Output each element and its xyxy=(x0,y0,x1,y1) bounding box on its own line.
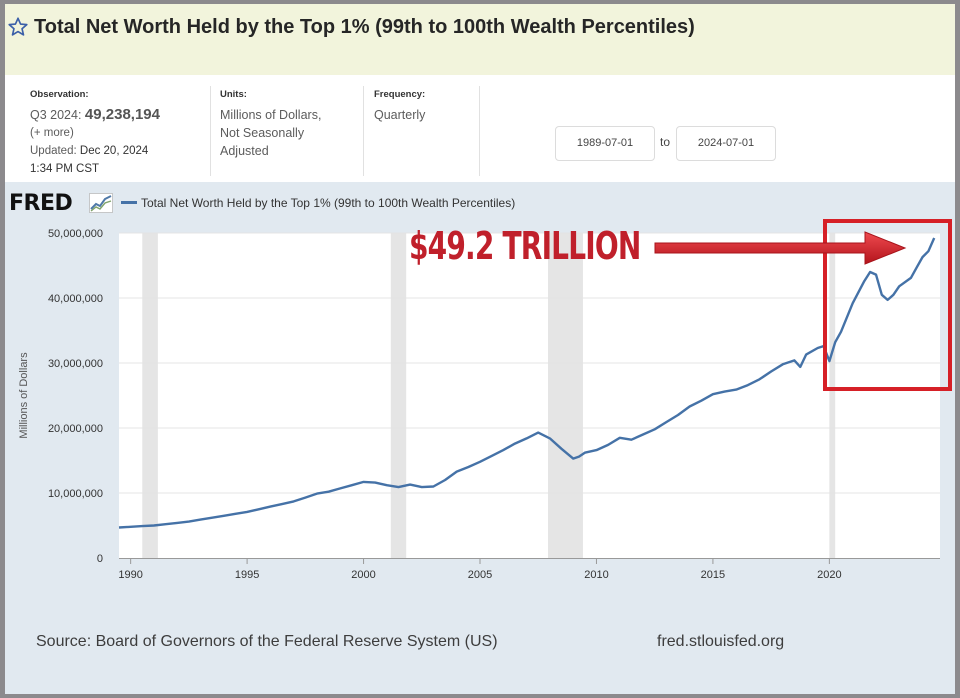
x-tick-label: 1990 xyxy=(118,569,142,581)
chart-legend[interactable]: Total Net Worth Held by the Top 1% (99th… xyxy=(121,196,515,210)
x-tick-label: 2015 xyxy=(701,569,725,581)
units-block: Units: Millions of Dollars, Not Seasonal… xyxy=(220,86,321,160)
recession-band xyxy=(548,233,583,558)
more-link[interactable]: (+ more) xyxy=(30,127,74,139)
recession-band xyxy=(829,233,836,558)
annotation-text: $49.2 TRILLION xyxy=(409,224,641,268)
divider xyxy=(479,86,480,176)
x-tick-label: 2000 xyxy=(351,569,375,581)
updated-label: Updated: xyxy=(30,145,77,157)
title-bar: Total Net Worth Held by the Top 1% (99th… xyxy=(5,4,955,75)
y-tick-label: 30,000,000 xyxy=(48,358,103,370)
start-date-input[interactable]: 1989-07-01 xyxy=(555,126,655,161)
end-date-input[interactable]: 2024-07-01 xyxy=(676,126,776,161)
observation-label: Observation: xyxy=(30,89,89,100)
y-tick-label: 20,000,000 xyxy=(48,423,103,435)
frequency-block: Frequency: Quarterly xyxy=(374,86,425,124)
recession-band xyxy=(390,233,407,558)
observation-block: Observation: Q3 2024: 49,238,194 (+ more… xyxy=(30,86,160,178)
y-tick-label: 50,000,000 xyxy=(48,228,103,240)
date-range-to-label: to xyxy=(660,135,671,149)
y-tick-label: 40,000,000 xyxy=(48,293,103,305)
updated-date: Dec 20, 2024 xyxy=(79,145,149,157)
units-label: Units: xyxy=(220,89,247,100)
y-tick-label: 0 xyxy=(97,553,103,565)
frequency-value: Quarterly xyxy=(374,108,426,122)
series-line xyxy=(118,237,936,529)
source-note: Source: Board of Governors of the Federa… xyxy=(36,633,498,650)
legend-label: Total Net Worth Held by the Top 1% (99th… xyxy=(141,196,516,210)
source-url[interactable]: fred.stlouisfed.org xyxy=(657,633,785,650)
x-tick-label: 2005 xyxy=(468,569,492,581)
units-line-2: Not Seasonally xyxy=(220,126,305,140)
y-axis-label: Millions of Dollars xyxy=(18,352,30,439)
divider xyxy=(210,86,211,176)
divider xyxy=(363,86,364,176)
fred-chart-icon xyxy=(89,193,113,213)
frequency-label: Frequency: xyxy=(374,89,426,100)
line-chart: 0 10,000,000 20,000,000 30,000,000 40,000,00… xyxy=(18,219,952,581)
x-tick-label: 2010 xyxy=(584,569,608,581)
updated-time: 1:34 PM CST xyxy=(30,163,100,175)
observation-value: 49,238,194 xyxy=(84,106,160,123)
legend-swatch xyxy=(121,201,137,205)
observation-period: Q3 2024: xyxy=(30,108,82,122)
arrow-icon xyxy=(654,231,907,265)
y-tick-label: 10,000,000 xyxy=(48,488,103,500)
chart-frame: Total Net Worth Held by the Top 1% (99th… xyxy=(5,4,955,694)
units-line-1: Millions of Dollars, xyxy=(220,108,322,122)
plot-area xyxy=(119,233,940,558)
recession-band xyxy=(142,233,158,558)
x-tick-label: 1995 xyxy=(235,569,259,581)
star-icon[interactable] xyxy=(7,16,29,38)
highlight-box xyxy=(823,219,952,391)
page-title: Total Net Worth Held by the Top 1% (99th… xyxy=(34,16,695,38)
fred-logo[interactable]: FRED xyxy=(9,191,73,216)
x-tick-label: 2020 xyxy=(817,569,841,581)
units-line-3: Adjusted xyxy=(220,144,269,158)
